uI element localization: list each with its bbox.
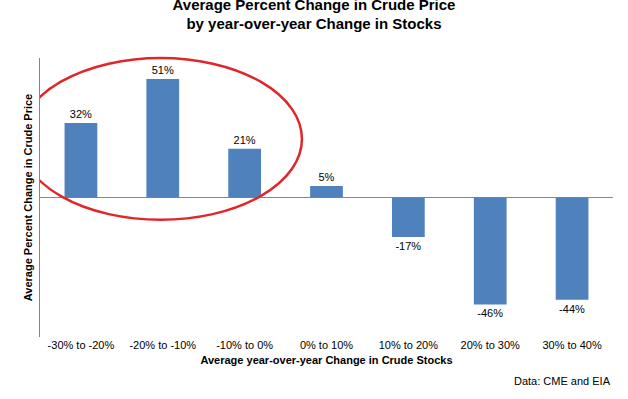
svg-text:20% to 30%: 20% to 30%	[461, 339, 521, 351]
svg-text:Average Percent Change in Crud: Average Percent Change in Crude Priceby …	[173, 0, 456, 32]
svg-text:Average Percent Change in Crud: Average Percent Change in Crude Price	[22, 94, 34, 301]
svg-text:32%: 32%	[70, 108, 92, 120]
svg-text:10% to 20%: 10% to 20%	[379, 339, 439, 351]
svg-text:-44%: -44%	[559, 303, 585, 315]
svg-text:51%: 51%	[152, 64, 174, 76]
svg-text:Data: CME and EIA: Data: CME and EIA	[514, 375, 611, 387]
svg-text:-17%: -17%	[395, 240, 421, 252]
svg-text:5%: 5%	[318, 171, 334, 183]
svg-text:-20% to -10%: -20% to -10%	[129, 339, 196, 351]
svg-text:Average year-over-year Change: Average year-over-year Change in Crude S…	[200, 354, 452, 366]
svg-text:-10% to 0%: -10% to 0%	[216, 339, 273, 351]
svg-text:-30% to -20%: -30% to -20%	[48, 339, 115, 351]
svg-text:0% to 10%: 0% to 10%	[300, 339, 353, 351]
svg-text:30% to 40%: 30% to 40%	[542, 339, 602, 351]
svg-text:-46%: -46%	[477, 307, 503, 319]
svg-text:21%: 21%	[234, 134, 256, 146]
